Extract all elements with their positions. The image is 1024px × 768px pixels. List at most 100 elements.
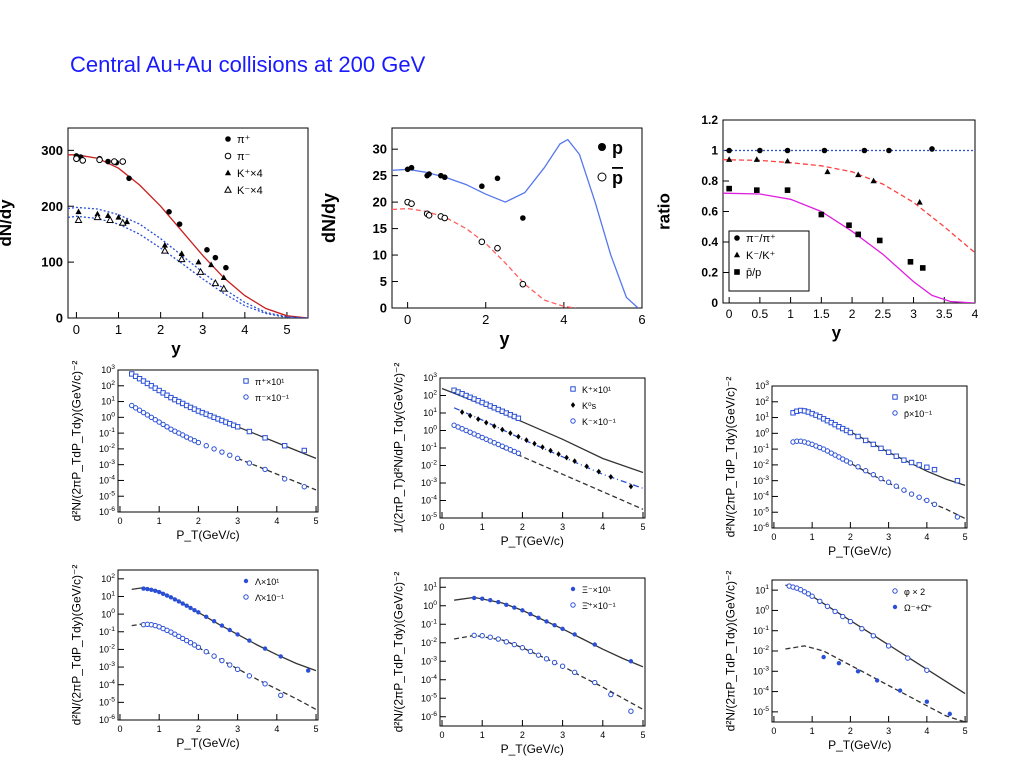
data-point [929,146,935,152]
data-point [870,441,877,448]
y-tick-label: 200 [41,199,63,214]
data-point [519,645,526,651]
data-point [79,157,87,164]
legend-marker [570,418,576,424]
data-point [859,625,865,632]
plot-frame [771,579,968,723]
y-tick-label: 10-1 [753,625,769,636]
data-point [471,595,477,601]
data-point [118,218,127,226]
data-point [203,443,209,449]
x-tick-label: 2 [520,522,525,532]
data-point [560,626,565,632]
data-point [227,452,233,458]
y-tick-label: 5 [380,274,387,289]
x-tick-label: 5 [963,726,968,736]
data-point [924,667,930,673]
data-point [479,633,485,639]
model-curve [723,192,975,303]
y-axis-label: ratio [654,193,673,230]
x-axis-label: P_T(GeV/c) [828,544,891,558]
data-point [905,655,911,661]
x-tick-label: 5 [283,322,290,337]
legend-marker [734,269,740,275]
y-tick-label: 10-2 [421,460,437,471]
data-point [824,603,831,610]
y-tick-label: 100 [755,605,769,616]
x-tick-label: 2 [849,307,856,321]
y-tick-label: 100 [41,255,63,270]
x-tick-label: 2 [157,322,164,337]
data-point [246,428,253,435]
chart-dndy-protons: 0 2 4 6 0 5 10 15 20 25 30 y dN/dy pp [319,127,646,349]
data-point [908,459,915,466]
x-tick-label: 4 [600,522,605,532]
data-point [211,618,217,624]
data-point [111,158,118,165]
y-tick-label: 10-6 [421,711,437,722]
y-tick-label: 10-5 [421,512,437,523]
data-point [223,264,229,271]
y-tick-label: 0 [380,301,387,316]
data-point [156,589,162,595]
data-point [227,662,233,668]
model-curve [785,645,966,722]
data-point [106,215,115,223]
model-curve [237,457,317,491]
y-tick-label: 10-4 [421,495,437,506]
data-point [176,599,181,604]
x-tick-label: 0 [440,730,445,740]
data-point [592,679,598,686]
data-point [305,668,311,673]
legend-label: p [612,138,623,158]
data-point [211,446,217,452]
data-point [475,416,481,422]
legend-label: K⁻×10⁻¹ [582,417,616,427]
data-point [886,147,892,154]
y-tick-label: 103 [423,372,437,383]
x-tick-label: 0 [771,532,776,542]
chart-pt-lambda: 0 1 2 3 4 5 10-6 10-5 10-4 10-3 10-2 10-1 100 101 102 P… [69,565,318,750]
data-point [836,660,842,666]
x-tick-label: 6 [638,312,645,327]
data-point [821,147,828,154]
data-point [870,177,877,184]
data-point [916,494,922,500]
data-point [262,466,268,473]
data-point [148,414,155,421]
data-point [893,453,899,459]
data-point [805,591,812,597]
legend-label: Ξ̄⁺×10⁻¹ [582,601,616,611]
data-point [500,426,505,433]
data-point [227,627,232,633]
data-point [840,613,846,620]
data-point [156,419,162,425]
y-axis-label: 1/(2πP_T)d²N/dP_Tdy(GeV/c)⁻² [391,363,405,534]
plot-frame [117,569,319,721]
data-point [132,405,139,411]
data-point [195,258,202,265]
data-point [512,605,517,610]
legend-label: p×10¹ [904,393,927,403]
x-tick-label: 1 [157,724,162,734]
y-axis-label: d²N/(2πP_TdP_Tdy)(GeV/c)⁻² [69,361,83,522]
x-tick-label: 4 [600,730,605,740]
x-tick-label: 0.5 [752,307,769,321]
data-point [809,593,815,599]
data-point [726,147,732,154]
legend-label: π⁻ [237,151,251,163]
legend-label: K⁰s [582,401,597,411]
data-point [488,598,493,603]
data-point [234,455,241,462]
y-tick-label: 10-4 [753,686,769,697]
legend-marker [570,402,576,408]
data-point [246,673,253,679]
data-point [487,634,493,640]
data-point [459,409,465,415]
data-point [862,468,869,474]
x-tick-label: 3 [235,724,240,734]
x-tick-label: 1 [480,522,485,532]
data-point [757,147,763,154]
model-curve [68,154,308,318]
slide-title: Central Au+Au collisions at 200 GeV [70,52,426,77]
